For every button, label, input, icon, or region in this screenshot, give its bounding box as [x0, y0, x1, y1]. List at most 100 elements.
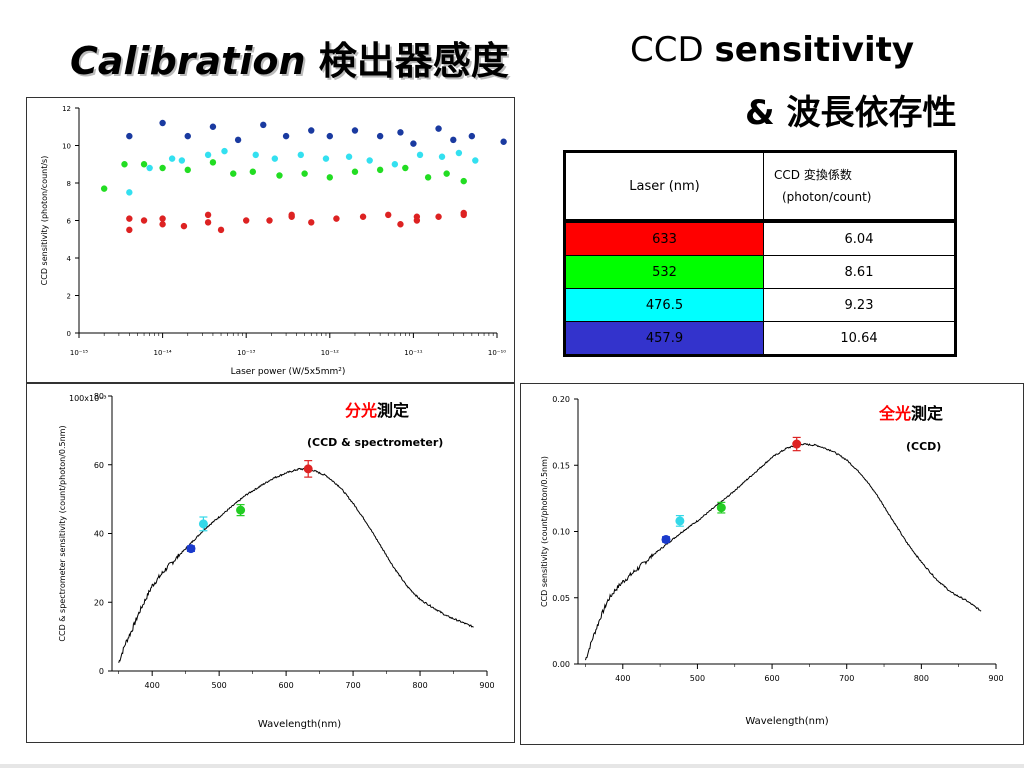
measurement-sublabel: (CCD) — [906, 440, 941, 453]
y-tick-label: 0.05 — [552, 594, 570, 603]
data-point-series-3 — [359, 213, 367, 220]
y-tick-label: 4 — [67, 255, 72, 263]
data-point-series-0 — [326, 132, 333, 140]
x-axis-label: Wavelength(nm) — [258, 719, 341, 730]
y-tick-label: 2 — [67, 293, 71, 301]
data-point-series-1 — [121, 161, 128, 168]
x-tick-label: 700 — [839, 674, 854, 683]
x-tick-label: 900 — [479, 681, 494, 690]
table-row: 532 8.61 — [564, 255, 956, 289]
data-point-series-2 — [297, 151, 305, 159]
data-point-series-3 — [243, 217, 250, 224]
x-tick-label: 400 — [615, 674, 630, 683]
y-multiplier-label: 100x10⁻³ — [69, 394, 107, 403]
y-axis-label: CCD & spectrometer sensitivity (count/ph… — [58, 425, 67, 641]
y-tick-label: 40 — [94, 530, 104, 539]
data-point-series-2 — [168, 155, 176, 162]
y-axis-label: CCD sensitivity (photon/count/s) — [40, 156, 49, 286]
data-point-series-0 — [450, 136, 457, 144]
y-tick-label: 80 — [94, 392, 104, 401]
table-cell-laser: 476.5 — [564, 288, 764, 322]
data-point-series-1 — [326, 174, 333, 181]
table-cell-laser: 457.9 — [564, 321, 764, 356]
data-point-series-0 — [159, 119, 166, 127]
label-black-part: 測定 — [911, 404, 943, 423]
data-point-series-2 — [252, 151, 259, 159]
y-tick-label: 0.20 — [552, 395, 570, 404]
x-tick-label: 10⁻¹⁰ — [488, 349, 506, 357]
label-red-part: 全光 — [878, 404, 911, 423]
x-tick-label: 500 — [212, 681, 227, 690]
data-point-series-1 — [443, 170, 450, 177]
data-point-series-1 — [209, 159, 217, 166]
x-tick-label: 500 — [690, 674, 705, 683]
sensitivity-curve — [118, 467, 474, 663]
chart-panel-power: 0 2 4 6 8 10 12 10⁻¹⁵ 10⁻¹⁴ 10⁻¹³ 10⁻¹² 10⁻¹¹ 10⁻¹⁰ C… — [26, 97, 515, 383]
table-header-laser: Laser (nm) — [564, 151, 764, 223]
table-row: 457.9 10.64 — [564, 321, 956, 356]
slide-title-jp: 検出器感度 — [318, 39, 509, 83]
y-tick-label: 8 — [67, 180, 71, 188]
measurement-point — [716, 503, 726, 513]
data-point-series-0 — [351, 127, 359, 134]
table-header-coefficient-line2: (photon/count) — [782, 190, 872, 204]
slide-title: Calibration 検出器感度 — [70, 30, 509, 85]
data-point-series-3 — [126, 215, 133, 222]
x-tick-label: 10⁻¹² — [321, 349, 339, 357]
y-tick-label: 0 — [99, 667, 104, 676]
data-point-series-1 — [249, 168, 257, 175]
data-point-series-1 — [230, 170, 237, 177]
data-point-series-1 — [424, 174, 432, 181]
spectrometer-sensitivity-chart: 0 20 40 60 80 400 500 600 700 800 900 CCD & spectro… — [58, 392, 495, 730]
table-cell-laser: 633 — [564, 220, 764, 256]
measurement-point — [792, 439, 802, 449]
conversion-table: Laser (nm) CCD 変換係数 (photon/count) 633 6… — [563, 150, 957, 357]
data-point-series-0 — [308, 127, 315, 134]
data-point-series-2 — [472, 157, 479, 164]
data-point-series-3 — [204, 211, 212, 219]
y-tick-label: 10 — [62, 143, 71, 151]
measurement-sublabel: (CCD & spectrometer) — [307, 436, 443, 449]
subtitle-sensitivity: sensitivity — [714, 30, 915, 70]
table-header-coefficient-line1: CCD 変換係数 — [774, 168, 852, 182]
table-cell-value: 9.23 — [763, 288, 956, 322]
data-point-series-3 — [397, 221, 404, 228]
x-tick-label: 700 — [345, 681, 360, 690]
chart-panel-ccd: 0.00 0.05 0.10 0.15 0.20 400 500 600 700 800 900 CC… — [520, 383, 1024, 745]
measurement-point — [186, 544, 196, 554]
measurement-point — [303, 464, 313, 474]
x-tick-label: 10⁻¹¹ — [404, 349, 422, 357]
table-cell-value: 8.61 — [763, 255, 956, 289]
measurement-point — [198, 519, 208, 529]
measurement-label: 分光測定 — [345, 401, 409, 420]
y-tick-label: 0 — [67, 330, 71, 338]
sensitivity-curve — [585, 443, 982, 661]
data-point-series-1 — [402, 164, 409, 172]
data-point-series-2 — [322, 155, 330, 162]
data-point-series-3 — [140, 217, 148, 224]
x-tick-label: 10⁻¹⁴ — [153, 349, 171, 357]
data-point-series-2 — [345, 153, 353, 160]
data-point-series-0 — [126, 132, 133, 140]
y-tick-label: 6 — [67, 218, 72, 226]
label-black-part: 測定 — [377, 401, 409, 420]
x-tick-label: 900 — [988, 674, 1003, 683]
data-point-series-3 — [159, 221, 166, 228]
table-header-coefficient: CCD 変換係数 (photon/count) — [763, 151, 956, 223]
y-tick-label: 0.10 — [552, 528, 570, 537]
data-point-series-1 — [351, 168, 359, 175]
label-red-part: 分光 — [345, 401, 377, 420]
data-point-series-0 — [260, 121, 267, 129]
footer-line — [0, 764, 1024, 768]
data-point-series-1 — [140, 161, 148, 168]
x-tick-label: 600 — [278, 681, 293, 690]
x-tick-label: 10⁻¹³ — [237, 349, 255, 357]
y-axis-label: CCD sensitivity (count/photon/0.5nm) — [540, 456, 549, 607]
table-cell-value: 6.04 — [763, 220, 956, 256]
data-point-series-2 — [455, 149, 463, 157]
data-point-series-2 — [146, 164, 153, 172]
data-point-series-1 — [184, 166, 191, 174]
data-point-series-3 — [217, 226, 225, 234]
data-point-series-3 — [159, 215, 166, 222]
data-point-series-2 — [271, 155, 279, 162]
